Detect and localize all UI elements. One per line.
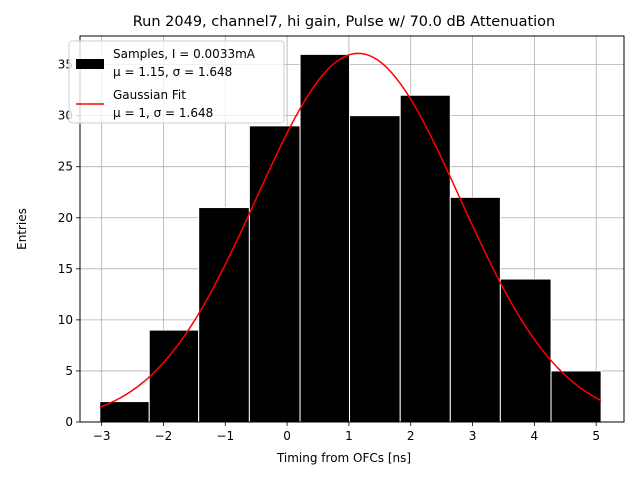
legend-samples-stats: μ = 1.15, σ = 1.648 (113, 65, 232, 79)
x-tick-label-2: −1 (216, 429, 234, 443)
y-tick-label-0: 0 (65, 415, 73, 429)
gaussian-fit-curve (99, 52, 602, 408)
legend-samples-label: Samples, I = 0.0033mA (113, 47, 256, 61)
x-tick-label-6: 3 (469, 429, 477, 443)
histogram-bar-6 (399, 94, 451, 423)
x-tick-label-7: 4 (531, 429, 539, 443)
x-tick-label-8: 5 (592, 429, 600, 443)
histogram-bars (99, 53, 602, 423)
histogram-bar-2 (198, 207, 250, 423)
y-tick-label-1: 5 (65, 364, 73, 378)
x-tick-label-3: 0 (283, 429, 291, 443)
legend-samples-swatch (76, 59, 104, 69)
legend-fit-stats: μ = 1, σ = 1.648 (113, 106, 213, 120)
legend-box (68, 40, 285, 124)
histogram-bar-5 (349, 115, 401, 423)
plot-frame (79, 35, 625, 423)
x-tick-label-4: 1 (345, 429, 353, 443)
y-axis-label: Entries (15, 208, 29, 250)
y-tick-label-5: 25 (58, 160, 73, 174)
x-tick-label-1: −2 (155, 429, 173, 443)
y-tick-label-3: 15 (58, 262, 73, 276)
histogram-bar-3 (248, 125, 301, 423)
x-axis-label: Timing from OFCs [ns] (276, 451, 411, 465)
y-tick-label-4: 20 (58, 211, 73, 225)
histogram-bar-4 (299, 53, 351, 423)
histogram-bar-1 (148, 329, 200, 423)
chart-title: Run 2049, channel7, hi gain, Pulse w/ 70… (133, 14, 556, 30)
legend: Samples, I = 0.0033mA μ = 1.15, σ = 1.64… (68, 40, 285, 124)
legend-fit-label: Gaussian Fit (113, 88, 186, 102)
x-tick-label-0: −3 (93, 429, 111, 443)
x-axis-ticks: −3 −2 −1 0 1 2 3 4 5 (93, 422, 600, 443)
x-tick-label-5: 2 (407, 429, 415, 443)
y-tick-label-2: 10 (58, 313, 73, 327)
gaussian-fit (99, 52, 602, 408)
